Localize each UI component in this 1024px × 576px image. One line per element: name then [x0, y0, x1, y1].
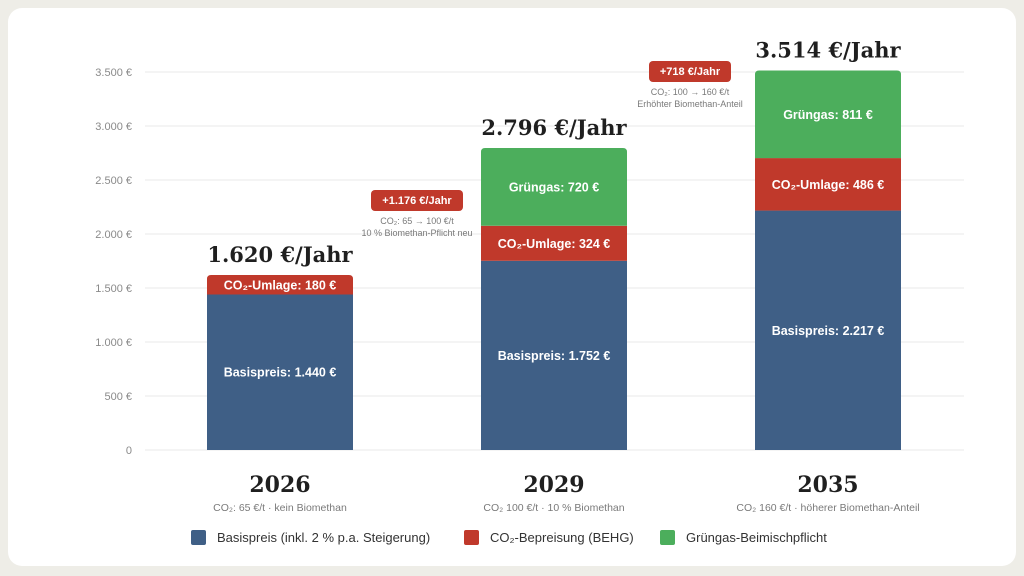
- x-category-label: 2026: [249, 472, 310, 498]
- x-category-label: 2029: [523, 472, 584, 498]
- bar-segment-basis: [207, 294, 353, 450]
- legend-label-basis: Basispreis (inkl. 2 % p.a. Steigerung): [217, 530, 430, 545]
- segment-label: CO₂-Umlage: 324 €: [498, 237, 611, 251]
- change-note: CO₂: 100 → 160 €/t: [651, 87, 730, 97]
- segment-label: Grüngas: 720 €: [509, 180, 599, 194]
- bar-segment-co2: [481, 225, 627, 261]
- y-tick-label: 1.000 €: [95, 337, 132, 349]
- change-badge: [649, 61, 731, 82]
- bar-total-label: 3.514 €/Jahr: [755, 37, 901, 62]
- change-note: CO₂: 65 → 100 €/t: [380, 216, 454, 226]
- y-tick-label: 2.000 €: [95, 229, 132, 241]
- legend-label-gruen: Grüngas-Beimischpflicht: [686, 530, 827, 545]
- bar-segment-gruen: [481, 148, 627, 226]
- change-note: Erhöhter Biomethan-Anteil: [637, 99, 743, 109]
- bar-segment-gruen: [755, 70, 901, 159]
- segment-label: Basispreis: 1.752 €: [498, 349, 611, 363]
- legend: Basispreis (inkl. 2 % p.a. Steigerung) CO…: [191, 530, 827, 545]
- legend-swatch-gruen: [660, 530, 675, 545]
- bar-total-label: 2.796 €/Jahr: [481, 115, 627, 140]
- bar-total-label: 1.620 €/Jahr: [207, 242, 353, 267]
- y-axis: 0 500 € 1.000 € 1.500 € 2.000 € 2.500 € 3.000 …: [95, 67, 132, 457]
- y-tick-label: 500 €: [104, 391, 132, 403]
- y-tick-label: 3.000 €: [95, 121, 132, 133]
- legend-swatch-co2: [464, 530, 479, 545]
- x-category-label: 2035: [797, 472, 858, 498]
- x-category-subtitle: CO₂ 100 €/t · 10 % Biomethan: [483, 502, 624, 514]
- annotations: +1.176 €/Jahr CO₂: 65 → 100 €/t 10 % Biome…: [361, 61, 743, 238]
- x-category-subtitle: CO₂ 160 €/t · höherer Biomethan-Anteil: [736, 502, 919, 514]
- y-tick-label: 2.500 €: [95, 175, 132, 187]
- bar-segment-basis: [755, 210, 901, 450]
- legend-label-co2: CO₂-Bepreisung (BEHG): [490, 530, 634, 545]
- bar-segment-co2: [755, 158, 901, 211]
- legend-swatch-basis: [191, 530, 206, 545]
- bars: Basispreis: 1.440 € CO₂-Umlage: 180 € 1.62…: [207, 37, 920, 514]
- segment-label: Basispreis: 2.217 €: [772, 324, 885, 338]
- stacked-bar-chart: 0 500 € 1.000 € 1.500 € 2.000 € 2.500 € 3.000 …: [95, 37, 964, 545]
- bar-segment-basis: [481, 260, 627, 450]
- segment-label: CO₂-Umlage: 486 €: [772, 178, 885, 192]
- change-badge-label: +1.176 €/Jahr: [382, 195, 452, 207]
- segment-label: Basispreis: 1.440 €: [224, 366, 337, 380]
- segment-label: Grüngas: 811 €: [783, 108, 873, 122]
- change-badge-label: +718 €/Jahr: [660, 66, 721, 78]
- y-tick-label: 0: [126, 445, 132, 457]
- change-badge: [371, 190, 463, 211]
- bar-segment-co2: [207, 275, 353, 295]
- y-tick-label: 3.500 €: [95, 67, 132, 79]
- chart-card: 0 500 € 1.000 € 1.500 € 2.000 € 2.500 € 3.000 …: [8, 8, 1016, 566]
- x-category-subtitle: CO₂: 65 €/t · kein Biomethan: [213, 502, 347, 514]
- y-tick-label: 1.500 €: [95, 283, 132, 295]
- change-note: 10 % Biomethan-Pflicht neu: [361, 228, 472, 238]
- segment-label: CO₂-Umlage: 180 €: [224, 278, 337, 292]
